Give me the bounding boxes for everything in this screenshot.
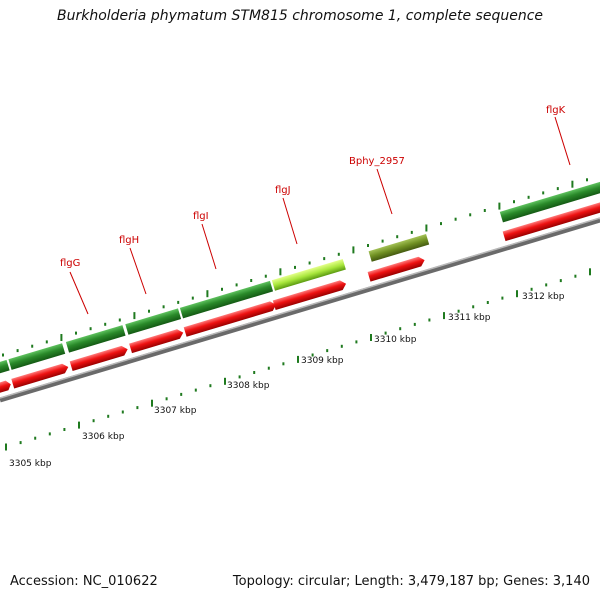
accession-text: Accession: NC_010622 (10, 574, 158, 589)
scale-label-3311: 3311 kbp (448, 313, 491, 323)
gene-arrow-6 (272, 280, 347, 311)
cds-bar-8 (499, 177, 600, 223)
cds-bar-1 (0, 359, 10, 375)
cds-bar-2 (8, 343, 66, 370)
gene-label-flgG: flgG (60, 258, 80, 269)
scale-label-3309: 3309 kbp (301, 356, 344, 366)
cds-bar-5 (179, 280, 274, 319)
gene-arrow-8 (502, 198, 600, 242)
scale-label-3308: 3308 kbp (227, 381, 270, 391)
gene-label-bphy-2957: Bphy_2957 (349, 156, 405, 167)
topology-text: Topology: circular; Length: 3,479,187 bp… (232, 574, 590, 589)
map-title: Burkholderia phymatum STM815 chromosome … (56, 8, 543, 24)
gene-arrows (0, 198, 600, 394)
scale-label-3305: 3305 kbp (9, 459, 52, 469)
gene-arrow-2 (11, 363, 69, 389)
scale-label-3312: 3312 kbp (522, 292, 565, 302)
gene-label-flgH: flgH (119, 235, 139, 246)
gene-arrow-3 (69, 345, 128, 371)
scale-label-3306: 3306 kbp (82, 432, 125, 442)
scale-label-3307: 3307 kbp (154, 406, 197, 416)
gene-labels: flgG flgH flgI flgJ Bphy_2957 flgK (60, 105, 571, 315)
gene-label-flgJ: flgJ (275, 185, 291, 196)
cds-bar-3 (65, 325, 126, 353)
upper-tick-row (2, 178, 588, 357)
cds-bar-7 (368, 234, 430, 262)
lower-tick-row (5, 268, 591, 451)
gene-arrow-7 (367, 256, 425, 282)
cds-bar-6-highlight (271, 259, 346, 291)
scale-labels: 3305 kbp 3306 kbp 3307 kbp 3308 kbp 3309… (9, 292, 565, 469)
gene-arrow-5 (183, 301, 277, 337)
gene-arrow-1 (0, 380, 11, 394)
cds-bar-4 (125, 308, 182, 335)
gene-label-flgK: flgK (546, 105, 566, 116)
gene-arrow-4 (129, 329, 184, 354)
cds-bars (0, 177, 600, 375)
gene-label-flgI: flgI (193, 211, 209, 222)
backbone (0, 217, 600, 403)
scale-label-3310: 3310 kbp (374, 335, 417, 345)
